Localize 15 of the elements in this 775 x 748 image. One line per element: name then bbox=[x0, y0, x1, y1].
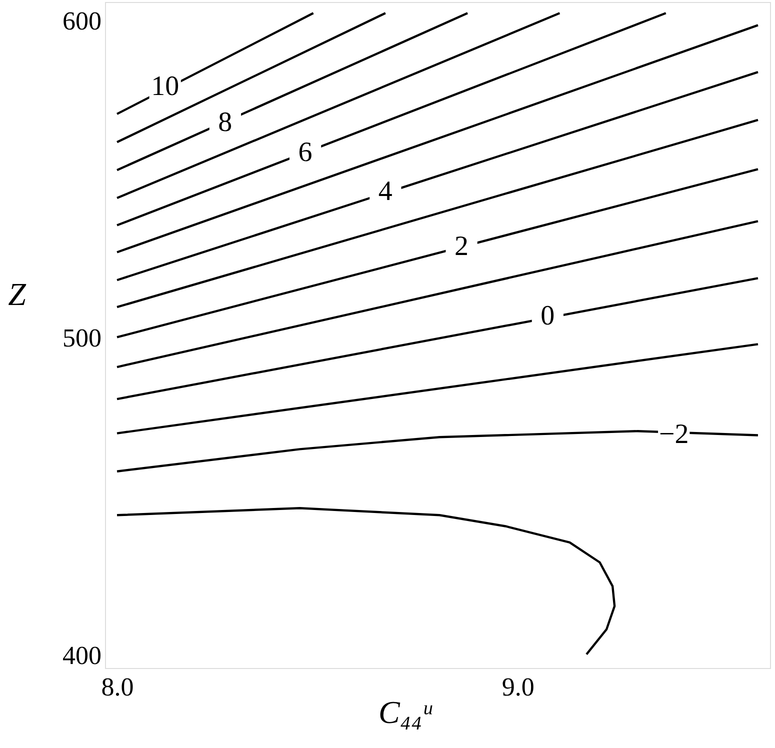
annotation: 10 bbox=[151, 70, 180, 102]
y-tick-label: 500 bbox=[62, 324, 102, 353]
y-axis-title: Z bbox=[8, 276, 28, 312]
x-axis-title: C₄₄ᵘ bbox=[378, 694, 434, 730]
annotation: 2 bbox=[454, 231, 469, 262]
x-tick-label: 9.0 bbox=[502, 672, 534, 702]
y-tick-label: 600 bbox=[62, 6, 102, 36]
annotation: −2 bbox=[658, 419, 689, 450]
line-series bbox=[116, 507, 616, 656]
annotation: 8 bbox=[218, 107, 232, 138]
y-tick-label: 400 bbox=[62, 640, 102, 670]
annotation: 0 bbox=[540, 300, 555, 332]
annotation: 4 bbox=[378, 176, 392, 207]
annotation: 6 bbox=[298, 136, 312, 168]
x-tick-label: 8.0 bbox=[101, 672, 134, 702]
